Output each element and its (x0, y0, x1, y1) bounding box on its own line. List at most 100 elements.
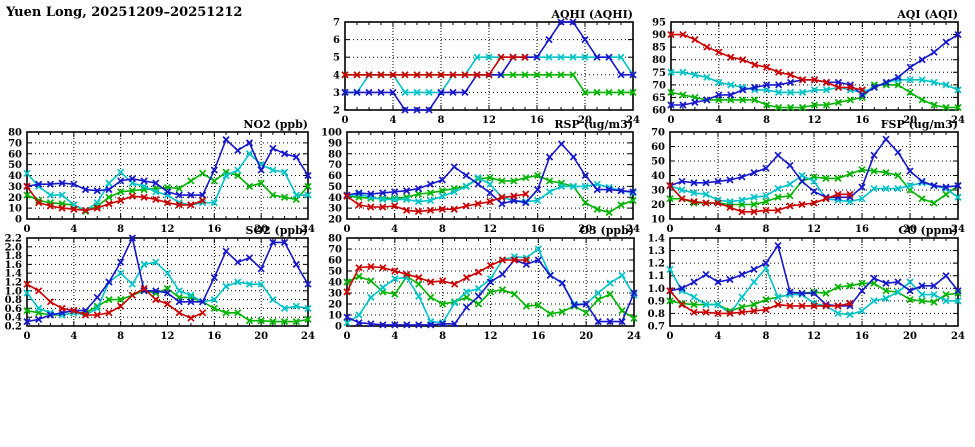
svg-text:24: 24 (951, 115, 965, 126)
svg-text:8: 8 (439, 331, 446, 342)
svg-text:12: 12 (483, 224, 497, 235)
svg-text:0.4: 0.4 (5, 313, 22, 324)
svg-text:1.8: 1.8 (5, 251, 22, 262)
svg-text:12: 12 (807, 331, 821, 342)
svg-text:FSP (ug/m3): FSP (ug/m3) (881, 118, 958, 131)
chart-fsp: 10 20 30 40 50 60 70 0 4 8 12 16 20 24 FSP (ug/m3) (626, 116, 972, 239)
svg-text:20: 20 (328, 300, 342, 311)
svg-text:90: 90 (328, 138, 342, 149)
chart-rsp: 20 30 40 50 60 70 80 90 100 0 4 8 12 16 20 24 RSP (ug/m3… (303, 116, 647, 239)
chart-co: 0.7 0.8 0.9 1.0 1.1 1.2 1.3 1.4 0 4 8 12 16 20 24 CO (p… (626, 222, 972, 346)
chart-aqhi: 2 3 4 5 6 7 0 4 8 12 16 20 24 AQHI (AQHI) (301, 6, 647, 130)
svg-text:70: 70 (328, 160, 342, 171)
svg-text:0: 0 (15, 215, 22, 226)
svg-text:16: 16 (530, 115, 544, 126)
svg-text:1.2: 1.2 (5, 278, 22, 289)
svg-text:20: 20 (578, 115, 592, 126)
svg-text:24: 24 (951, 331, 965, 342)
svg-text:12: 12 (161, 331, 175, 342)
svg-text:20: 20 (651, 200, 665, 211)
svg-text:8: 8 (763, 224, 770, 235)
svg-text:1.2: 1.2 (648, 259, 665, 270)
svg-text:16: 16 (855, 331, 869, 342)
svg-text:40: 40 (328, 278, 342, 289)
svg-text:20: 20 (903, 331, 917, 342)
svg-text:40: 40 (8, 171, 22, 182)
svg-text:85: 85 (652, 43, 666, 54)
svg-text:1.4: 1.4 (5, 269, 22, 280)
svg-text:60: 60 (328, 171, 342, 182)
svg-text:50: 50 (651, 157, 665, 168)
svg-text:8: 8 (439, 224, 446, 235)
svg-text:20: 20 (578, 224, 592, 235)
svg-text:0: 0 (335, 322, 342, 333)
svg-text:2.0: 2.0 (5, 242, 22, 253)
svg-text:4: 4 (70, 224, 77, 235)
svg-text:4: 4 (715, 331, 722, 342)
svg-text:0: 0 (24, 224, 31, 235)
svg-text:4: 4 (391, 331, 398, 342)
svg-text:75: 75 (652, 68, 666, 79)
svg-text:4: 4 (391, 224, 398, 235)
svg-text:0.6: 0.6 (5, 304, 22, 315)
page-title: Yuen Long, 20251209–20251212 (6, 5, 243, 20)
svg-text:24: 24 (626, 224, 640, 235)
svg-text:12: 12 (482, 115, 496, 126)
svg-text:8: 8 (763, 331, 770, 342)
svg-text:1.4: 1.4 (648, 234, 665, 245)
chart-so2: 0.2 0.4 0.6 0.8 1.0 1.2 1.4 1.6 1.8 2.0 2.2 0 4 8 12 16… (0, 222, 322, 346)
svg-text:0.8: 0.8 (648, 309, 665, 320)
svg-text:20: 20 (8, 193, 22, 204)
svg-text:20: 20 (328, 215, 342, 226)
svg-text:95: 95 (652, 18, 666, 29)
svg-text:65: 65 (652, 93, 666, 104)
chart-aqi: 60 65 70 75 80 85 90 95 0 4 8 12 16 20 24 AQI (AQI) (627, 6, 972, 130)
svg-text:0.9: 0.9 (648, 296, 665, 307)
svg-text:12: 12 (484, 331, 498, 342)
svg-text:80: 80 (328, 234, 342, 245)
svg-text:4: 4 (70, 331, 77, 342)
svg-text:30: 30 (651, 186, 665, 197)
svg-text:80: 80 (8, 128, 22, 139)
svg-text:20: 20 (903, 115, 917, 126)
svg-text:1.0: 1.0 (648, 284, 665, 295)
svg-text:1.6: 1.6 (5, 260, 22, 271)
svg-text:20: 20 (903, 224, 917, 235)
svg-text:20: 20 (254, 224, 268, 235)
svg-text:50: 50 (328, 182, 342, 193)
svg-text:8: 8 (438, 115, 445, 126)
svg-text:12: 12 (808, 115, 822, 126)
svg-text:100: 100 (321, 128, 342, 139)
svg-text:16: 16 (855, 224, 869, 235)
svg-text:40: 40 (328, 193, 342, 204)
svg-text:16: 16 (531, 331, 545, 342)
svg-text:0: 0 (24, 331, 31, 342)
svg-text:0.7: 0.7 (648, 322, 665, 333)
svg-text:3: 3 (333, 88, 340, 99)
svg-text:4: 4 (390, 115, 397, 126)
svg-text:6: 6 (333, 35, 340, 46)
svg-text:80: 80 (328, 149, 342, 160)
svg-text:70: 70 (652, 80, 666, 91)
svg-text:24: 24 (301, 224, 315, 235)
svg-text:16: 16 (207, 224, 221, 235)
svg-text:RSP (ug/m3): RSP (ug/m3) (554, 118, 633, 131)
svg-text:16: 16 (855, 115, 869, 126)
svg-text:0.8: 0.8 (5, 295, 22, 306)
svg-text:90: 90 (652, 30, 666, 41)
svg-text:2.2: 2.2 (5, 234, 22, 245)
svg-text:70: 70 (328, 245, 342, 256)
svg-text:AQI (AQI): AQI (AQI) (896, 8, 958, 21)
svg-text:24: 24 (951, 224, 965, 235)
svg-text:0: 0 (667, 224, 674, 235)
svg-text:NO2 (ppb): NO2 (ppb) (243, 118, 308, 131)
svg-text:70: 70 (8, 138, 22, 149)
svg-text:10: 10 (651, 215, 665, 226)
svg-text:0.2: 0.2 (5, 322, 22, 333)
svg-text:1.1: 1.1 (648, 271, 665, 282)
svg-text:SO2 (ppb): SO2 (ppb) (246, 224, 309, 237)
svg-text:70: 70 (651, 128, 665, 139)
svg-text:0: 0 (344, 224, 351, 235)
svg-text:AQHI (AQHI): AQHI (AQHI) (550, 8, 633, 21)
chart-no2: 0 10 20 30 40 50 60 70 80 0 4 8 12 16 20 24 NO2 (ppb) (0, 116, 322, 239)
